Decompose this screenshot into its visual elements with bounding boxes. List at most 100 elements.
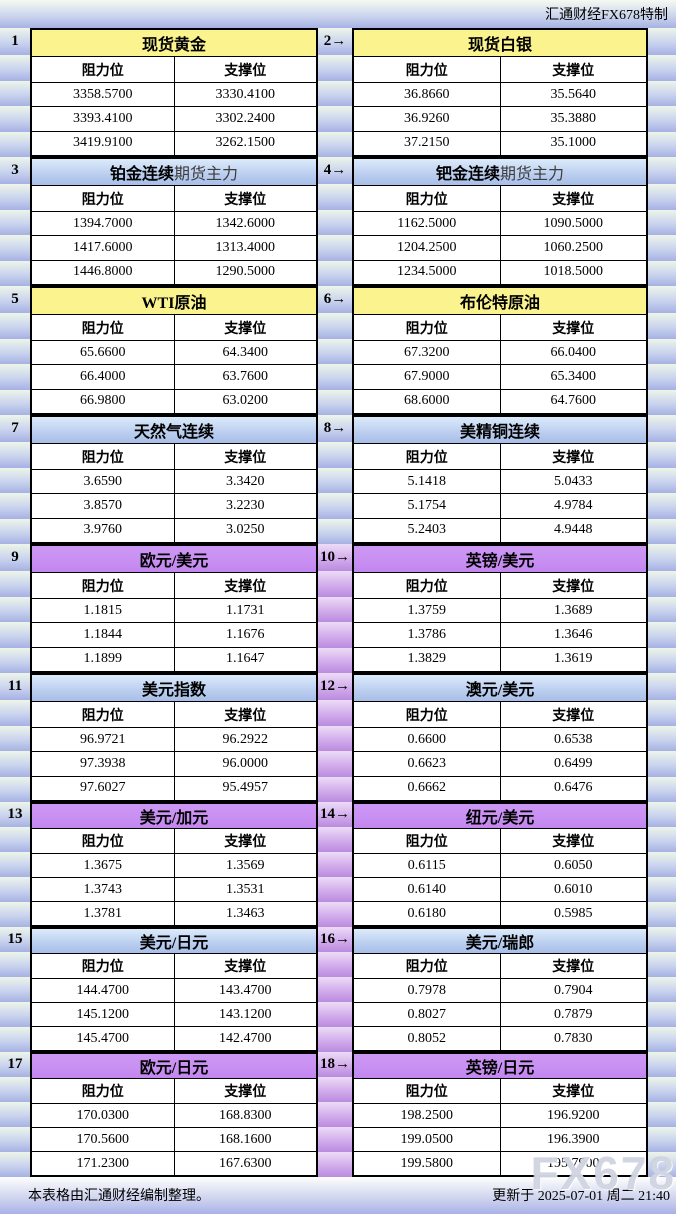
panel-number: 13 <box>7 806 23 822</box>
panel-title: 美元/瑞郎 <box>354 929 646 954</box>
row-number-column: 10→ <box>318 544 352 673</box>
table-row: 3358.5700 3330.4100 <box>32 83 316 108</box>
panel-column-headers: 阻力位 支撑位 <box>354 573 646 599</box>
quote-panel: 布伦特原油 阻力位 支撑位 67.3200 66.0400 67.9000 65.3400 6… <box>352 286 648 415</box>
resistance-value: 3419.9100 <box>32 131 175 155</box>
resistance-value: 5.1418 <box>354 470 501 494</box>
row-band <box>0 877 30 902</box>
row-band <box>648 952 676 977</box>
support-value: 0.7879 <box>500 1003 646 1026</box>
quote-panel: 现货白银 阻力位 支撑位 36.8660 35.5640 36.9260 35.3880 37… <box>352 28 648 157</box>
background-band-column <box>648 1052 676 1177</box>
row-number-column: 1 <box>0 28 30 157</box>
panel-row: 15 美元/日元 阻力位 支撑位 144.4700 143.4700 145.1200 143… <box>0 927 676 1052</box>
row-band: 1 <box>0 28 30 55</box>
row-band: 14→ <box>318 802 352 827</box>
resistance-value: 0.6115 <box>354 854 501 877</box>
panel-number: 12→ <box>320 678 350 694</box>
panel-column-headers: 阻力位 支撑位 <box>354 702 646 728</box>
panel-column-headers: 阻力位 支撑位 <box>354 315 646 341</box>
support-value: 0.6050 <box>500 854 646 877</box>
resistance-value: 1.1844 <box>32 623 175 647</box>
resistance-value: 1.3675 <box>32 854 175 877</box>
panel-number: 9 <box>11 549 19 565</box>
row-band <box>648 700 676 726</box>
support-value: 0.5985 <box>500 902 646 925</box>
row-band <box>318 313 352 339</box>
row-band: 17 <box>0 1052 30 1077</box>
table-row: 36.8660 35.5640 <box>354 83 646 108</box>
support-value: 0.7904 <box>500 979 646 1002</box>
support-value: 1090.5000 <box>500 212 646 236</box>
panel-title-text: 英镑/日元 <box>465 1060 535 1077</box>
resistance-value: 66.9800 <box>32 389 175 413</box>
row-band <box>0 1152 30 1177</box>
table-row: 0.7978 0.7904 <box>354 979 646 1003</box>
row-band <box>648 544 676 571</box>
table-row: 3.8570 3.2230 <box>32 494 316 519</box>
row-number-column: 12→ <box>318 673 352 802</box>
resistance-header: 阻力位 <box>354 954 501 978</box>
support-value: 0.6476 <box>500 776 646 800</box>
row-band <box>648 751 676 777</box>
row-band <box>318 235 352 261</box>
panel-row: 3 铂金连续 期货主力 阻力位 支撑位 1394.7000 1342.6000 1417.60… <box>0 157 676 286</box>
resistance-value: 67.3200 <box>354 341 501 365</box>
panel-column-headers: 阻力位 支撑位 <box>32 1079 316 1104</box>
resistance-value: 97.3938 <box>32 752 175 776</box>
panel-number: 1 <box>11 33 19 49</box>
table-row: 1.1815 1.1731 <box>32 599 316 624</box>
row-band: 4→ <box>318 157 352 184</box>
support-header: 支撑位 <box>500 444 646 469</box>
row-band <box>318 1002 352 1027</box>
row-band: 10→ <box>318 544 352 571</box>
resistance-header: 阻力位 <box>32 444 175 469</box>
panel-title-text: 欧元/美元 <box>139 553 209 570</box>
row-band <box>648 493 676 519</box>
support-value: 65.3400 <box>500 365 646 389</box>
panel-column-headers: 阻力位 支撑位 <box>32 444 316 470</box>
panel-title-text: 纽元/美元 <box>465 810 535 827</box>
resistance-value: 0.6140 <box>354 878 501 901</box>
panel-column-headers: 阻力位 支撑位 <box>32 57 316 83</box>
support-header: 支撑位 <box>500 315 646 340</box>
support-value: 63.0200 <box>174 389 316 413</box>
resistance-value: 1446.8000 <box>32 260 175 284</box>
row-band <box>648 902 676 927</box>
row-band <box>318 106 352 132</box>
panel-number: 16→ <box>320 931 350 947</box>
row-band <box>648 977 676 1002</box>
row-band: 18→ <box>318 1052 352 1077</box>
table-row: 1.3829 1.3619 <box>354 647 646 671</box>
support-value: 35.5640 <box>500 83 646 107</box>
brand-label: 汇通财经FX678特制 <box>545 8 668 23</box>
panel-title: 澳元/美元 <box>354 675 646 702</box>
row-band <box>318 364 352 390</box>
row-band <box>318 952 352 977</box>
support-value: 1018.5000 <box>500 260 646 284</box>
panel-number: 5 <box>11 291 19 307</box>
resistance-header: 阻力位 <box>354 57 501 82</box>
panel-number: 10→ <box>320 549 350 565</box>
table-row: 0.6140 0.6010 <box>354 878 646 902</box>
panel-column-headers: 阻力位 支撑位 <box>32 186 316 212</box>
row-band <box>0 827 30 852</box>
quote-panel: 美元/加元 阻力位 支撑位 1.3675 1.3569 1.3743 1.3531 1.378… <box>30 802 318 927</box>
row-band <box>0 131 30 157</box>
resistance-header: 阻力位 <box>354 315 501 340</box>
support-value: 0.6499 <box>500 752 646 776</box>
panel-title: 天然气连续 <box>32 417 316 444</box>
support-header: 支撑位 <box>174 954 316 978</box>
panel-title-text: 美元/瑞郎 <box>465 935 535 952</box>
resistance-header: 阻力位 <box>32 702 175 727</box>
panel-column-headers: 阻力位 支撑位 <box>354 57 646 83</box>
row-band <box>648 827 676 852</box>
row-band <box>318 81 352 107</box>
panel-number: 4→ <box>323 162 347 178</box>
row-band <box>648 184 676 210</box>
background-band-column <box>648 157 676 286</box>
resistance-value: 1.3759 <box>354 599 501 623</box>
panel-number: 18→ <box>320 1056 350 1072</box>
row-number-column: 15 <box>0 927 30 1052</box>
resistance-value: 170.5600 <box>32 1128 175 1151</box>
